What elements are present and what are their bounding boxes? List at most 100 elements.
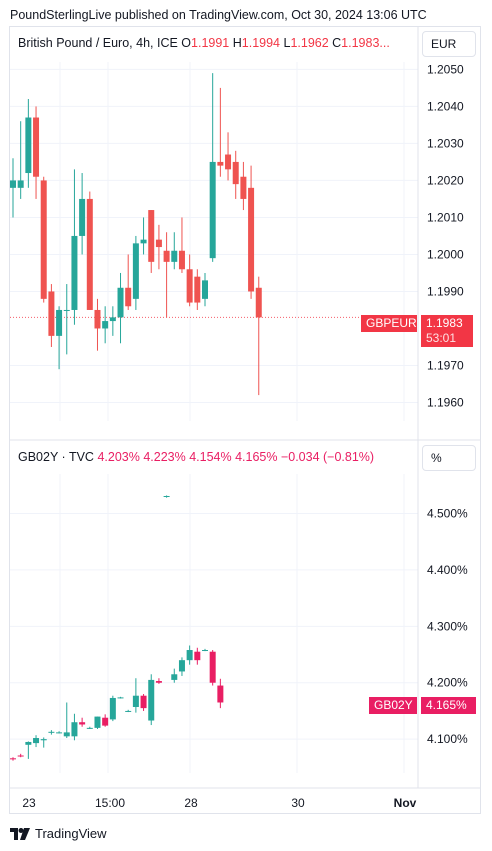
top-candle-body: [40, 180, 47, 299]
top-price-tick: 1.1990: [427, 284, 464, 298]
top-candle: [79, 173, 86, 255]
top-candle-body: [194, 276, 201, 303]
top-candle: [40, 176, 47, 303]
top-unit-label: EUR: [431, 37, 457, 51]
bottom-unit-button[interactable]: %: [422, 445, 476, 471]
ohlc-key-h: H: [229, 36, 242, 50]
top-candle: [109, 306, 116, 336]
top-price-tick: 1.2020: [427, 173, 464, 187]
bottom-candle: [209, 650, 216, 686]
bottom-unit-label: %: [431, 451, 442, 465]
bottom-candle-body: [40, 739, 47, 741]
top-candle-body: [248, 187, 255, 292]
bottom-candle: [63, 702, 70, 739]
top-candle-body: [155, 239, 162, 248]
bottom-candle: [163, 495, 170, 498]
top-candle: [248, 165, 255, 299]
bottom-candle-body: [79, 722, 86, 725]
bottom-candle: [40, 737, 47, 748]
bottom-candle-body: [94, 716, 101, 728]
top-price-tick: 1.1970: [427, 358, 464, 372]
top-candle-body: [117, 287, 124, 318]
bottom-panel-legend: GB02Y · TVC 4.203% 4.223% 4.154% 4.165% …: [18, 450, 374, 464]
bottom-price-tag: 4.165%: [421, 697, 476, 714]
top-candle: [33, 106, 40, 199]
top-candle-body: [140, 239, 147, 244]
ohlc-key-c: C: [328, 36, 342, 50]
bottom-price-tick: 4.100%: [427, 732, 468, 746]
top-price-tick: 1.1960: [427, 395, 464, 409]
ohlc-value-h: 1.1994: [241, 36, 280, 50]
top-candle-body: [148, 210, 155, 262]
top-candle: [240, 161, 247, 211]
bottom-value-4: −0.034 (−0.81%): [277, 450, 375, 464]
bottom-candle: [33, 735, 40, 748]
bottom-candle: [125, 709, 132, 713]
bottom-panel-price-axis: 4.500% 4.400% 4.300% 4.200% 4.100%: [427, 506, 468, 746]
top-candle: [86, 191, 93, 310]
top-candle-body: [225, 154, 232, 170]
bottom-candle: [94, 716, 101, 729]
bottom-candle-body: [125, 710, 132, 712]
bottom-last-price: 4.165%: [426, 698, 467, 712]
top-panel-candles: [10, 73, 262, 396]
bottom-candle-body: [63, 732, 70, 737]
top-candle: [186, 254, 193, 307]
top-panel-price-axis: 1.2050 1.2040 1.2030 1.2020 1.2010 1.2000 1.19…: [427, 62, 464, 409]
top-candle-body: [102, 321, 109, 329]
bottom-candle-body: [71, 722, 78, 737]
ohlc-key-o: O: [181, 36, 192, 50]
top-unit-button[interactable]: EUR: [422, 31, 476, 57]
time-tick: 28: [184, 796, 198, 810]
top-candle: [232, 150, 239, 199]
bottom-candle: [10, 757, 16, 761]
top-price-tick: 1.2010: [427, 210, 464, 224]
bottom-price-tick: 4.300%: [427, 619, 468, 633]
top-candle-body: [33, 117, 40, 177]
top-candle-body: [171, 250, 178, 262]
top-candle: [132, 235, 139, 310]
tradingview-logo[interactable]: TradingView: [10, 826, 107, 841]
ohlc-value-l: 1.1962: [290, 36, 329, 50]
top-candle: [225, 132, 232, 181]
time-tick: 15:00: [95, 796, 125, 810]
bottom-value-0: 4.203%: [97, 450, 140, 464]
bottom-value-1: 4.223%: [139, 450, 186, 464]
top-candle-body: [132, 243, 139, 299]
top-candle-body: [71, 235, 78, 310]
bar-countdown: 53:01: [426, 331, 457, 345]
top-candle-body: [186, 269, 193, 303]
top-price-tick: 1.2000: [427, 247, 464, 261]
bottom-candle-body: [56, 732, 63, 734]
bottom-candle-body: [132, 695, 139, 707]
bottom-price-tick: 4.200%: [427, 676, 468, 690]
ohlc-value-c: 1.1983...: [341, 36, 390, 50]
bottom-candle: [86, 726, 93, 729]
bottom-candle: [79, 717, 86, 727]
top-candle: [171, 232, 178, 270]
top-price-tag: 1.1983 53:01: [421, 315, 473, 347]
publisher-line: PoundSterlingLive published on TradingVi…: [10, 8, 427, 22]
bottom-candle-body: [102, 717, 109, 726]
time-tick: 23: [22, 796, 36, 810]
bottom-candle: [71, 713, 78, 741]
bottom-candle-body: [171, 674, 178, 680]
top-symbol-tag: GBPEUR: [361, 315, 417, 332]
top-candle: [125, 254, 132, 310]
bottom-candle-body: [109, 697, 116, 720]
bottom-candle: [155, 678, 162, 684]
top-candle: [71, 169, 78, 325]
top-candle-body: [240, 176, 247, 199]
top-price-tick: 1.2050: [427, 62, 464, 76]
bottom-candle-body: [33, 738, 40, 744]
top-candle-body: [125, 287, 132, 307]
bottom-candle-body: [217, 685, 224, 703]
top-candle-body: [217, 161, 224, 166]
bottom-candle: [56, 731, 63, 734]
top-candle: [155, 224, 162, 270]
bottom-symbol-label: GB02Y · TVC: [18, 450, 94, 464]
bottom-candle: [186, 645, 193, 665]
top-candle: [117, 272, 124, 344]
bottom-candle: [217, 678, 224, 709]
